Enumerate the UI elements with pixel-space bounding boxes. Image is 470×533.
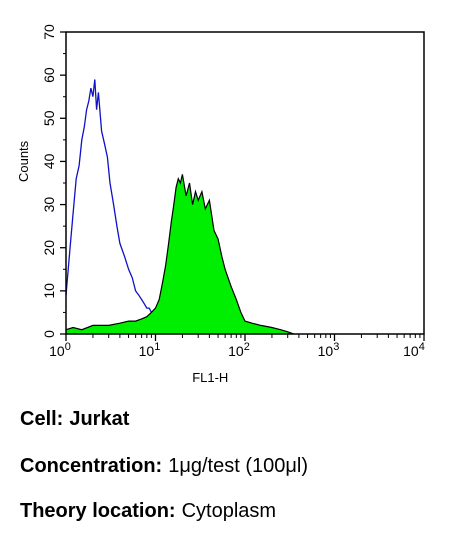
- concentration-value: 1μg/test (100μl): [168, 455, 308, 477]
- y-tick-label: 20: [41, 240, 57, 256]
- theory-location-line: Theory location: Cytoplasm: [20, 500, 276, 523]
- cell-line: Cell: Jurkat: [20, 408, 129, 431]
- cell-value: Jurkat: [69, 408, 130, 430]
- x-tick-label: 101: [139, 341, 161, 359]
- y-tick-label: 0: [41, 330, 57, 338]
- histogram-chart: 100 101 102 103 104 0 10 20 30 40 50 60 70 FL1-H Count…: [16, 24, 425, 385]
- plot-frame: [65, 31, 425, 335]
- y-tick-label: 10: [41, 283, 57, 299]
- concentration-label: Concentration:: [20, 455, 163, 477]
- y-axis-label: Counts: [16, 140, 31, 182]
- cell-label: Cell:: [20, 408, 64, 430]
- x-axis-label: FL1-H: [192, 370, 228, 385]
- x-tick-label: 104: [403, 341, 425, 359]
- theory-location-label: Theory location:: [20, 500, 176, 522]
- y-tick-label: 70: [41, 24, 57, 40]
- y-tick-label: 60: [41, 67, 57, 83]
- x-tick-label: 100: [49, 341, 71, 359]
- histogram-svg: 100 101 102 103 104 0 10 20 30 40 50 60 70 FL1-H Count…: [16, 24, 425, 385]
- x-tick-label: 102: [228, 341, 250, 359]
- x-tick-label: 103: [318, 341, 340, 359]
- theory-location-value: Cytoplasm: [181, 500, 277, 522]
- series-1-fill: [66, 174, 294, 334]
- series-1-outline: [65, 174, 294, 335]
- y-tick-label: 50: [41, 110, 57, 126]
- y-tick-label: 30: [41, 197, 57, 213]
- concentration-line: Concentration: 1μg/test (100μl): [20, 455, 308, 478]
- y-tick-label: 40: [41, 153, 57, 169]
